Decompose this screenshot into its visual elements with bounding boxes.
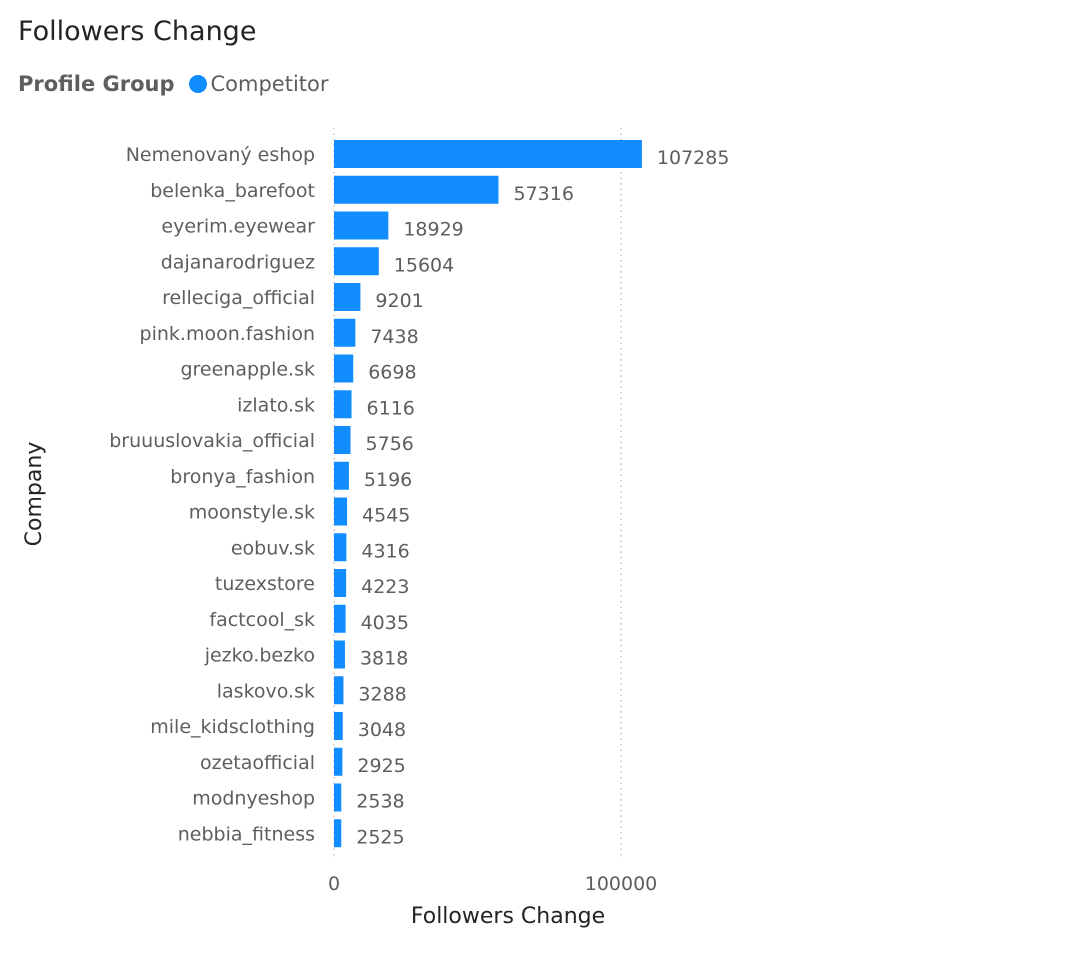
bar-3[interactable] <box>334 247 379 276</box>
bar-8[interactable] <box>334 426 351 454</box>
category-label-1: belenka_barefoot <box>150 180 315 202</box>
category-label-18: modnyeshop <box>192 788 315 810</box>
category-label-11: eobuv.sk <box>231 537 315 559</box>
data-label-13: 4035 <box>361 612 409 634</box>
data-label-6: 6698 <box>368 362 416 384</box>
x-axis-title: Followers Change <box>411 904 605 929</box>
data-label-17: 2925 <box>357 755 405 777</box>
legend-dot-icon <box>188 75 207 93</box>
bar-2[interactable] <box>334 211 389 240</box>
category-label-19: nebbia_fitness <box>178 823 315 845</box>
data-label-14: 3818 <box>360 648 408 670</box>
data-label-15: 3288 <box>358 683 406 705</box>
bar-9[interactable] <box>334 461 349 490</box>
bar-7[interactable] <box>334 390 352 419</box>
category-label-0: Nemenovaný eshop <box>126 144 315 166</box>
data-label-11: 4316 <box>361 540 409 562</box>
bar-18[interactable] <box>334 783 342 812</box>
bar-16[interactable] <box>334 712 343 740</box>
bar-0[interactable] <box>334 140 642 168</box>
legend-entry-competitor[interactable]: Competitor <box>210 72 329 96</box>
category-label-14: jezko.bezko <box>204 645 315 667</box>
category-label-5: pink.moon.fashion <box>140 323 315 345</box>
category-label-12: tuzexstore <box>215 573 315 595</box>
bar-13[interactable] <box>334 604 346 633</box>
data-label-7: 6116 <box>367 397 415 419</box>
bar-4[interactable] <box>334 283 361 311</box>
data-label-0: 107285 <box>657 147 730 169</box>
category-label-16: mile_kidsclothing <box>150 716 315 738</box>
bar-19[interactable] <box>334 819 342 848</box>
data-label-19: 2525 <box>356 826 404 848</box>
data-label-8: 5756 <box>366 433 414 455</box>
x-tick-1: 100000 <box>585 873 658 895</box>
data-label-16: 3048 <box>358 719 406 741</box>
data-label-9: 5196 <box>364 469 412 491</box>
data-label-4: 9201 <box>375 290 423 312</box>
x-tick-0: 0 <box>328 873 340 895</box>
category-label-2: eyerim.eyewear <box>161 216 315 238</box>
bar-1[interactable] <box>334 175 499 204</box>
bars <box>334 140 642 848</box>
data-label-12: 4223 <box>361 576 409 598</box>
y-axis-title: Company <box>22 442 47 547</box>
data-label-2: 18929 <box>403 219 463 241</box>
data-label-10: 4545 <box>362 505 410 527</box>
category-label-8: bruuuslovakia_official <box>109 430 315 452</box>
category-label-17: ozetaofficial <box>200 752 315 774</box>
legend-title: Profile Group <box>18 72 175 96</box>
bar-11[interactable] <box>334 533 347 562</box>
category-label-15: laskovo.sk <box>217 680 315 702</box>
category-label-7: izlato.sk <box>237 394 315 416</box>
data-label-3: 15604 <box>394 254 454 276</box>
bar-6[interactable] <box>334 354 354 383</box>
category-label-6: greenapple.sk <box>180 359 315 381</box>
data-label-1: 57316 <box>513 183 573 205</box>
bar-14[interactable] <box>334 640 345 669</box>
category-label-4: relleciga_official <box>162 287 315 309</box>
legend: Profile Group Competitor <box>18 72 329 96</box>
bar-10[interactable] <box>334 497 348 526</box>
category-label-10: moonstyle.sk <box>189 502 315 524</box>
bar-15[interactable] <box>334 676 344 705</box>
category-label-3: dajanarodriguez <box>161 251 315 273</box>
data-labels: 107285 57316 18929 15604 9201 7438 6698 6116 575… <box>356 147 729 848</box>
x-axis-ticks: 0 100000 <box>328 873 657 895</box>
chart-title: Followers Change <box>18 16 257 47</box>
bar-17[interactable] <box>334 747 343 776</box>
category-label-9: bronya_fashion <box>170 466 315 488</box>
data-label-18: 2538 <box>356 791 404 813</box>
bar-12[interactable] <box>334 569 347 597</box>
bar-5[interactable] <box>334 318 356 347</box>
data-label-5: 7438 <box>370 326 418 348</box>
category-labels: Nemenovaný eshop belenka_barefoot eyerim.e… <box>109 144 315 845</box>
category-label-13: factcool_sk <box>209 609 315 631</box>
